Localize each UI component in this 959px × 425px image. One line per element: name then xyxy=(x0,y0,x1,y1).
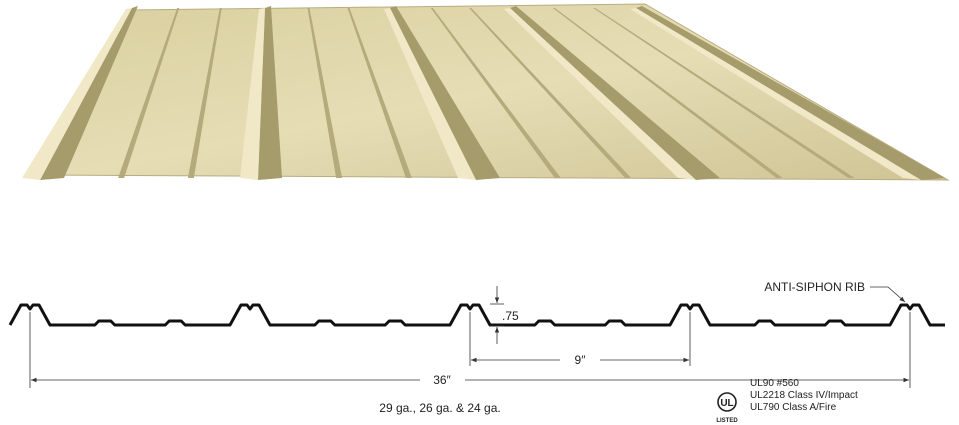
gauge-label: 29 ga., 26 ga. & 24 ga. xyxy=(379,401,500,415)
leader-line xyxy=(870,286,906,303)
minor-rib xyxy=(552,8,783,178)
minor-rib xyxy=(347,8,412,178)
rib-highlight xyxy=(384,8,476,180)
rib-shadow xyxy=(390,6,500,180)
rib-shadow xyxy=(40,6,138,180)
rib-shadow xyxy=(258,6,282,180)
minor-rib xyxy=(307,8,343,178)
ul-listed: LISTED xyxy=(716,418,738,424)
rating: UL790 Class A/Fire xyxy=(750,402,837,413)
rib-shadow xyxy=(510,6,720,180)
ul-mark: UL xyxy=(720,398,733,409)
spacing-label: 9″ xyxy=(575,353,587,367)
minor-rib xyxy=(118,8,180,178)
rib-label: ANTI-SIPHON RIB xyxy=(764,280,865,294)
minor-rib xyxy=(430,8,561,178)
rating: UL2218 Class IV/Impact xyxy=(750,390,858,401)
rib-highlight xyxy=(240,8,265,180)
ul-circle xyxy=(717,392,737,412)
minor-rib xyxy=(469,8,632,178)
panel-profile xyxy=(8,303,945,327)
rib-highlight xyxy=(504,8,696,180)
dimensions xyxy=(29,286,911,388)
panel-render xyxy=(22,3,950,181)
coverage-label: 36″ xyxy=(433,373,451,387)
height-label: .75 xyxy=(502,309,519,323)
ul-logo: UL LISTED xyxy=(716,392,738,424)
rating: UL90 #560 xyxy=(750,378,799,389)
minor-rib xyxy=(187,8,222,178)
rib-shadow xyxy=(636,6,945,180)
rib-highlight xyxy=(630,8,921,180)
minor-rib xyxy=(593,8,855,178)
rib-highlight xyxy=(22,8,132,180)
